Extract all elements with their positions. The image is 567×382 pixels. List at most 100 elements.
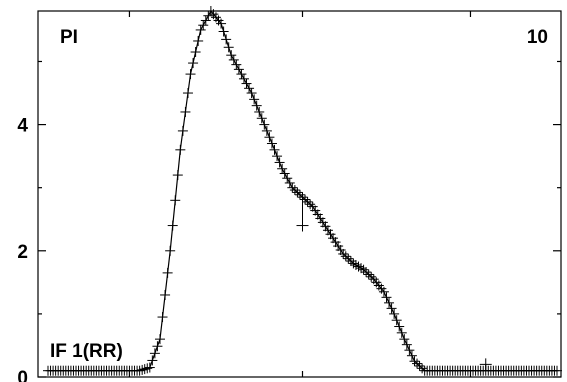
data-point-marker (251, 100, 262, 111)
data-point-marker (340, 251, 351, 262)
data-point-marker (330, 237, 341, 248)
data-point-marker (328, 233, 339, 244)
data-point-marker (180, 106, 191, 117)
data-point-marker (144, 362, 155, 373)
data-point-marker (246, 88, 257, 99)
data-point-marker (386, 303, 397, 314)
data-point-marker (175, 144, 186, 155)
data-point-marker (356, 263, 367, 274)
data-point-marker (345, 256, 356, 267)
series-line (48, 9, 557, 372)
data-point-marker (218, 26, 229, 37)
data-point-marker (552, 365, 562, 376)
data-point-marker (198, 20, 209, 31)
data-point-marker (292, 187, 303, 198)
data-point-marker (249, 94, 260, 105)
data-point-marker (256, 113, 267, 124)
data-point-marker (223, 42, 234, 53)
data-point-marker (312, 209, 323, 220)
data-point-marker (320, 221, 331, 232)
data-point-marker (412, 358, 423, 369)
data-point-marker (300, 194, 311, 205)
data-point-marker (137, 364, 148, 375)
data-point-marker (384, 297, 395, 308)
plot-frame (37, 10, 562, 378)
data-point-marker (259, 119, 270, 130)
data-point-marker (200, 15, 211, 26)
data-point-marker (284, 177, 295, 188)
data-point-marker (322, 225, 333, 236)
data-point-marker (226, 50, 237, 61)
data-point-marker (307, 201, 318, 212)
y-tick-label: 4 (17, 116, 28, 137)
data-point-marker (350, 259, 361, 270)
data-point-marker (396, 327, 407, 338)
data-point-marker (358, 264, 369, 275)
data-point-marker (216, 18, 227, 29)
data-point-marker (185, 69, 196, 80)
data-point-marker (417, 363, 428, 374)
data-point-marker (348, 258, 359, 269)
data-point-marker (170, 195, 181, 206)
data-point-marker (317, 217, 328, 228)
data-point-marker (389, 308, 400, 319)
data-point-marker (188, 58, 199, 69)
data-point-marker (269, 144, 280, 155)
outlier-marker (296, 197, 309, 232)
data-point-marker (325, 229, 336, 240)
data-point-marker (266, 138, 277, 149)
data-point-marker (254, 106, 265, 117)
data-point-marker (381, 292, 392, 303)
data-point-marker (193, 35, 204, 46)
data-point-marker (203, 10, 214, 21)
y-tick-labels: 0 2 4 (17, 116, 28, 382)
data-point-marker (366, 271, 377, 282)
data-point-marker (274, 157, 285, 168)
data-point-marker (228, 54, 239, 65)
data-point-marker (157, 312, 168, 323)
data-point-marker (315, 213, 326, 224)
data-point-marker (305, 199, 316, 210)
data-point-marker (160, 289, 171, 300)
data-point-marker (236, 69, 247, 80)
data-point-marker (353, 261, 364, 272)
data-point-marker (134, 365, 145, 376)
data-point-marker (139, 364, 150, 375)
data-point-marker (404, 345, 415, 356)
y-tick-label: 2 (17, 242, 28, 263)
data-point-marker (154, 334, 165, 345)
data-point-marker (264, 132, 275, 143)
annotation-bottom-left: IF 1(RR) (50, 341, 123, 362)
data-point-marker (172, 170, 183, 181)
data-point-marker (221, 34, 232, 45)
data-point-marker (142, 363, 153, 374)
data-point-marker (399, 334, 410, 345)
data-point-marker (147, 355, 158, 366)
data-point-marker (394, 321, 405, 332)
data-point-marker (238, 73, 249, 84)
data-point-marker (177, 125, 188, 136)
data-point-marker (294, 189, 305, 200)
data-point-marker (182, 88, 193, 99)
annotation-top-right: 10 (527, 27, 548, 48)
data-point-marker (244, 83, 255, 94)
data-point-marker (261, 125, 272, 136)
data-point-marker (363, 269, 374, 280)
data-point-marker (287, 182, 298, 193)
data-point-marker (378, 286, 389, 297)
data-point-marker (165, 245, 176, 256)
data-point-marker (343, 253, 354, 264)
data-point-marker (289, 185, 300, 196)
data-point-marker (195, 24, 206, 35)
series-layer (43, 6, 562, 376)
y-tick-label: 0 (17, 368, 28, 382)
data-point-marker (152, 341, 163, 352)
data-point-marker (361, 267, 372, 278)
data-point-marker (409, 356, 420, 367)
data-point-marker (233, 64, 244, 75)
data-point-marker (149, 348, 160, 359)
data-point-marker (167, 220, 178, 231)
data-point-marker (401, 339, 412, 350)
data-point-marker (335, 245, 346, 256)
